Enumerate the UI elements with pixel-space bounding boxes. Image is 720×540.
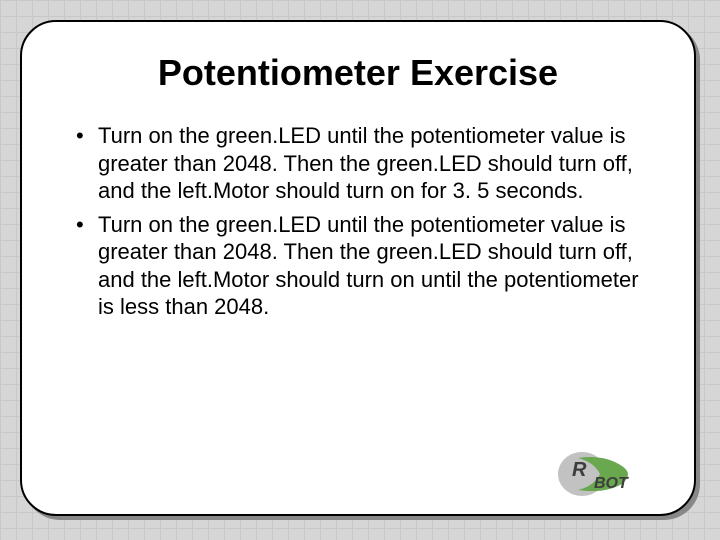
slide-card: Potentiometer Exercise Turn on the green… [20, 20, 696, 516]
bullet-list: Turn on the green.LED until the potentio… [64, 122, 652, 321]
slide-title: Potentiometer Exercise [64, 52, 652, 94]
bullet-item: Turn on the green.LED until the potentio… [72, 122, 652, 205]
rbot-logo: R BOT [544, 448, 654, 500]
bullet-item: Turn on the green.LED until the potentio… [72, 211, 652, 321]
logo-letter-r: R [572, 459, 587, 481]
logo-text-bot: BOT [594, 475, 629, 492]
